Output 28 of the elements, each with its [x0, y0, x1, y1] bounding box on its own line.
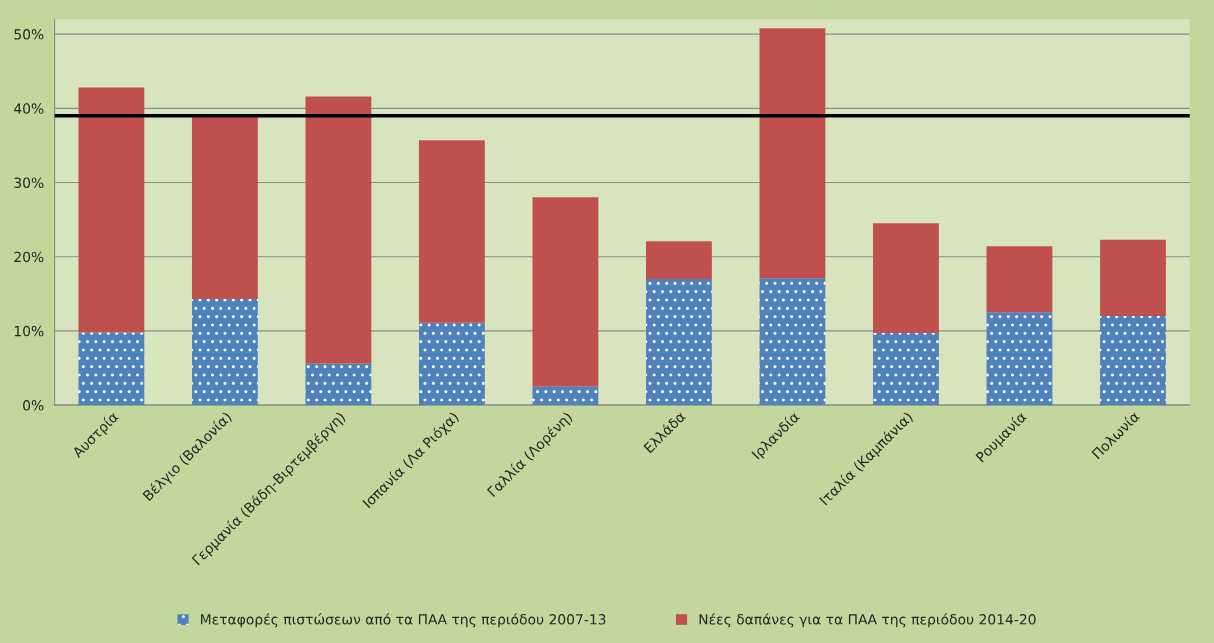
bar	[759, 278, 826, 406]
bar	[646, 278, 712, 406]
y-tick-label: 40%	[14, 103, 44, 114]
bar	[873, 333, 939, 406]
bar	[78, 87, 145, 333]
y-tick-label: 20%	[14, 251, 44, 263]
bar	[1100, 239, 1166, 317]
bar	[305, 363, 372, 406]
y-tick-label: 0%	[23, 400, 44, 411]
bar	[532, 197, 599, 387]
bar	[759, 28, 826, 279]
y-tick-label: 10%	[14, 325, 44, 337]
bar	[418, 140, 485, 323]
y-tick-label: 50%	[14, 29, 44, 40]
legend-label: Νέες δαπάνες για τα ΠΑΑ της περιόδου 2014-20	[699, 613, 1036, 628]
bar	[78, 332, 145, 406]
bar	[191, 299, 258, 406]
legend-label: Μεταφορές πιστώσεων από τα ΠΑΑ της περιόδου 2007-13	[201, 613, 606, 628]
y-tick-label: 30%	[14, 177, 44, 188]
bar	[646, 241, 712, 279]
bar	[191, 116, 258, 299]
bar	[873, 223, 939, 334]
bar	[986, 312, 1053, 406]
bar	[418, 322, 485, 406]
bar	[305, 96, 372, 364]
bar	[986, 246, 1053, 313]
bar	[1100, 316, 1166, 406]
bar	[532, 386, 599, 406]
